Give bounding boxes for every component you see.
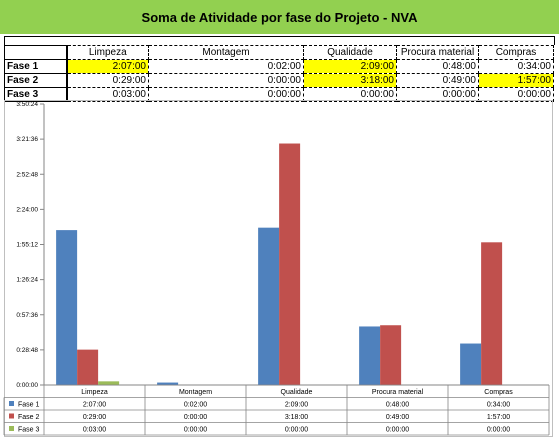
legend-label: Fase 2	[18, 414, 40, 421]
bar	[56, 230, 78, 385]
data-label: 0:00:00	[184, 414, 207, 421]
data-label: 0:00:00	[386, 427, 409, 434]
legend-swatch	[9, 426, 14, 431]
table-cell: 1:57:00	[478, 73, 554, 88]
data-label: 3:18:00	[285, 414, 308, 421]
data-label: 0:02:00	[184, 402, 207, 409]
bar	[279, 143, 301, 385]
chart-frame	[4, 100, 553, 437]
y-tick-label: 0:57:36	[16, 312, 38, 319]
bar	[258, 227, 280, 385]
table-cell: 0:03:00	[66, 87, 149, 102]
data-label: 2:09:00	[285, 402, 308, 409]
y-tick-label: 0:00:00	[16, 382, 38, 389]
table-cell: 0:00:00	[396, 87, 479, 102]
bar	[77, 349, 99, 385]
row-label: Fase 3	[4, 87, 68, 102]
y-tick-label: 3:21:36	[16, 136, 38, 143]
legend-label: Fase 3	[18, 427, 40, 434]
data-label: 0:49:00	[386, 414, 409, 421]
table-blank-row	[4, 36, 555, 45]
bar	[359, 326, 381, 385]
title-bar: Soma de Atividade por fase do Projeto - …	[0, 0, 559, 34]
data-label: 1:57:00	[487, 414, 510, 421]
x-category-label: Montagem	[179, 389, 212, 396]
legend-label: Fase 1	[18, 402, 40, 409]
y-tick-label: 1:26:24	[16, 277, 38, 284]
data-label: 2:07:00	[83, 402, 106, 409]
data-label: 0:29:00	[83, 414, 106, 421]
x-category-label: Procura material	[372, 389, 424, 396]
data-label: 0:00:00	[487, 427, 510, 434]
bar	[98, 381, 120, 385]
table-cell: 0:00:00	[478, 87, 554, 102]
table-cell: 0:00:00	[303, 87, 397, 102]
data-label: 0:48:00	[386, 402, 409, 409]
y-tick-label: 1:55:12	[16, 242, 38, 249]
y-tick-label: 3:50:24	[16, 101, 38, 108]
page-title: Soma de Atividade por fase do Projeto - …	[141, 9, 418, 25]
y-tick-label: 2:24:00	[16, 206, 38, 213]
bar	[380, 325, 402, 385]
x-category-label: Qualidade	[281, 389, 313, 396]
legend-swatch	[9, 413, 14, 419]
summary-table: Limpeza Montagem Qualidade Procura material…	[4, 45, 554, 102]
x-category-label: Limpeza	[81, 389, 108, 396]
bar	[460, 343, 482, 385]
legend-swatch	[9, 401, 14, 406]
bar	[157, 382, 179, 385]
bar	[481, 242, 503, 385]
table-cell: 2:07:00	[66, 59, 149, 74]
data-label: 0:34:00	[487, 402, 510, 409]
table-row: Fase 3 0:03:00 0:00:00 0:00:00 0:00:00 0:00:0…	[4, 87, 554, 102]
y-tick-label: 0:28:48	[16, 347, 38, 354]
data-label: 0:00:00	[285, 427, 308, 434]
table-cell: 2:09:00	[303, 59, 397, 74]
table-row: Fase 1 2:07:00 0:02:00 2:09:00 0:48:00 0:34:0…	[4, 59, 554, 74]
data-label: 0:00:00	[184, 427, 207, 434]
x-category-label: Compras	[484, 389, 513, 396]
y-tick-label: 2:52:48	[16, 171, 38, 178]
data-label: 0:03:00	[83, 427, 106, 434]
